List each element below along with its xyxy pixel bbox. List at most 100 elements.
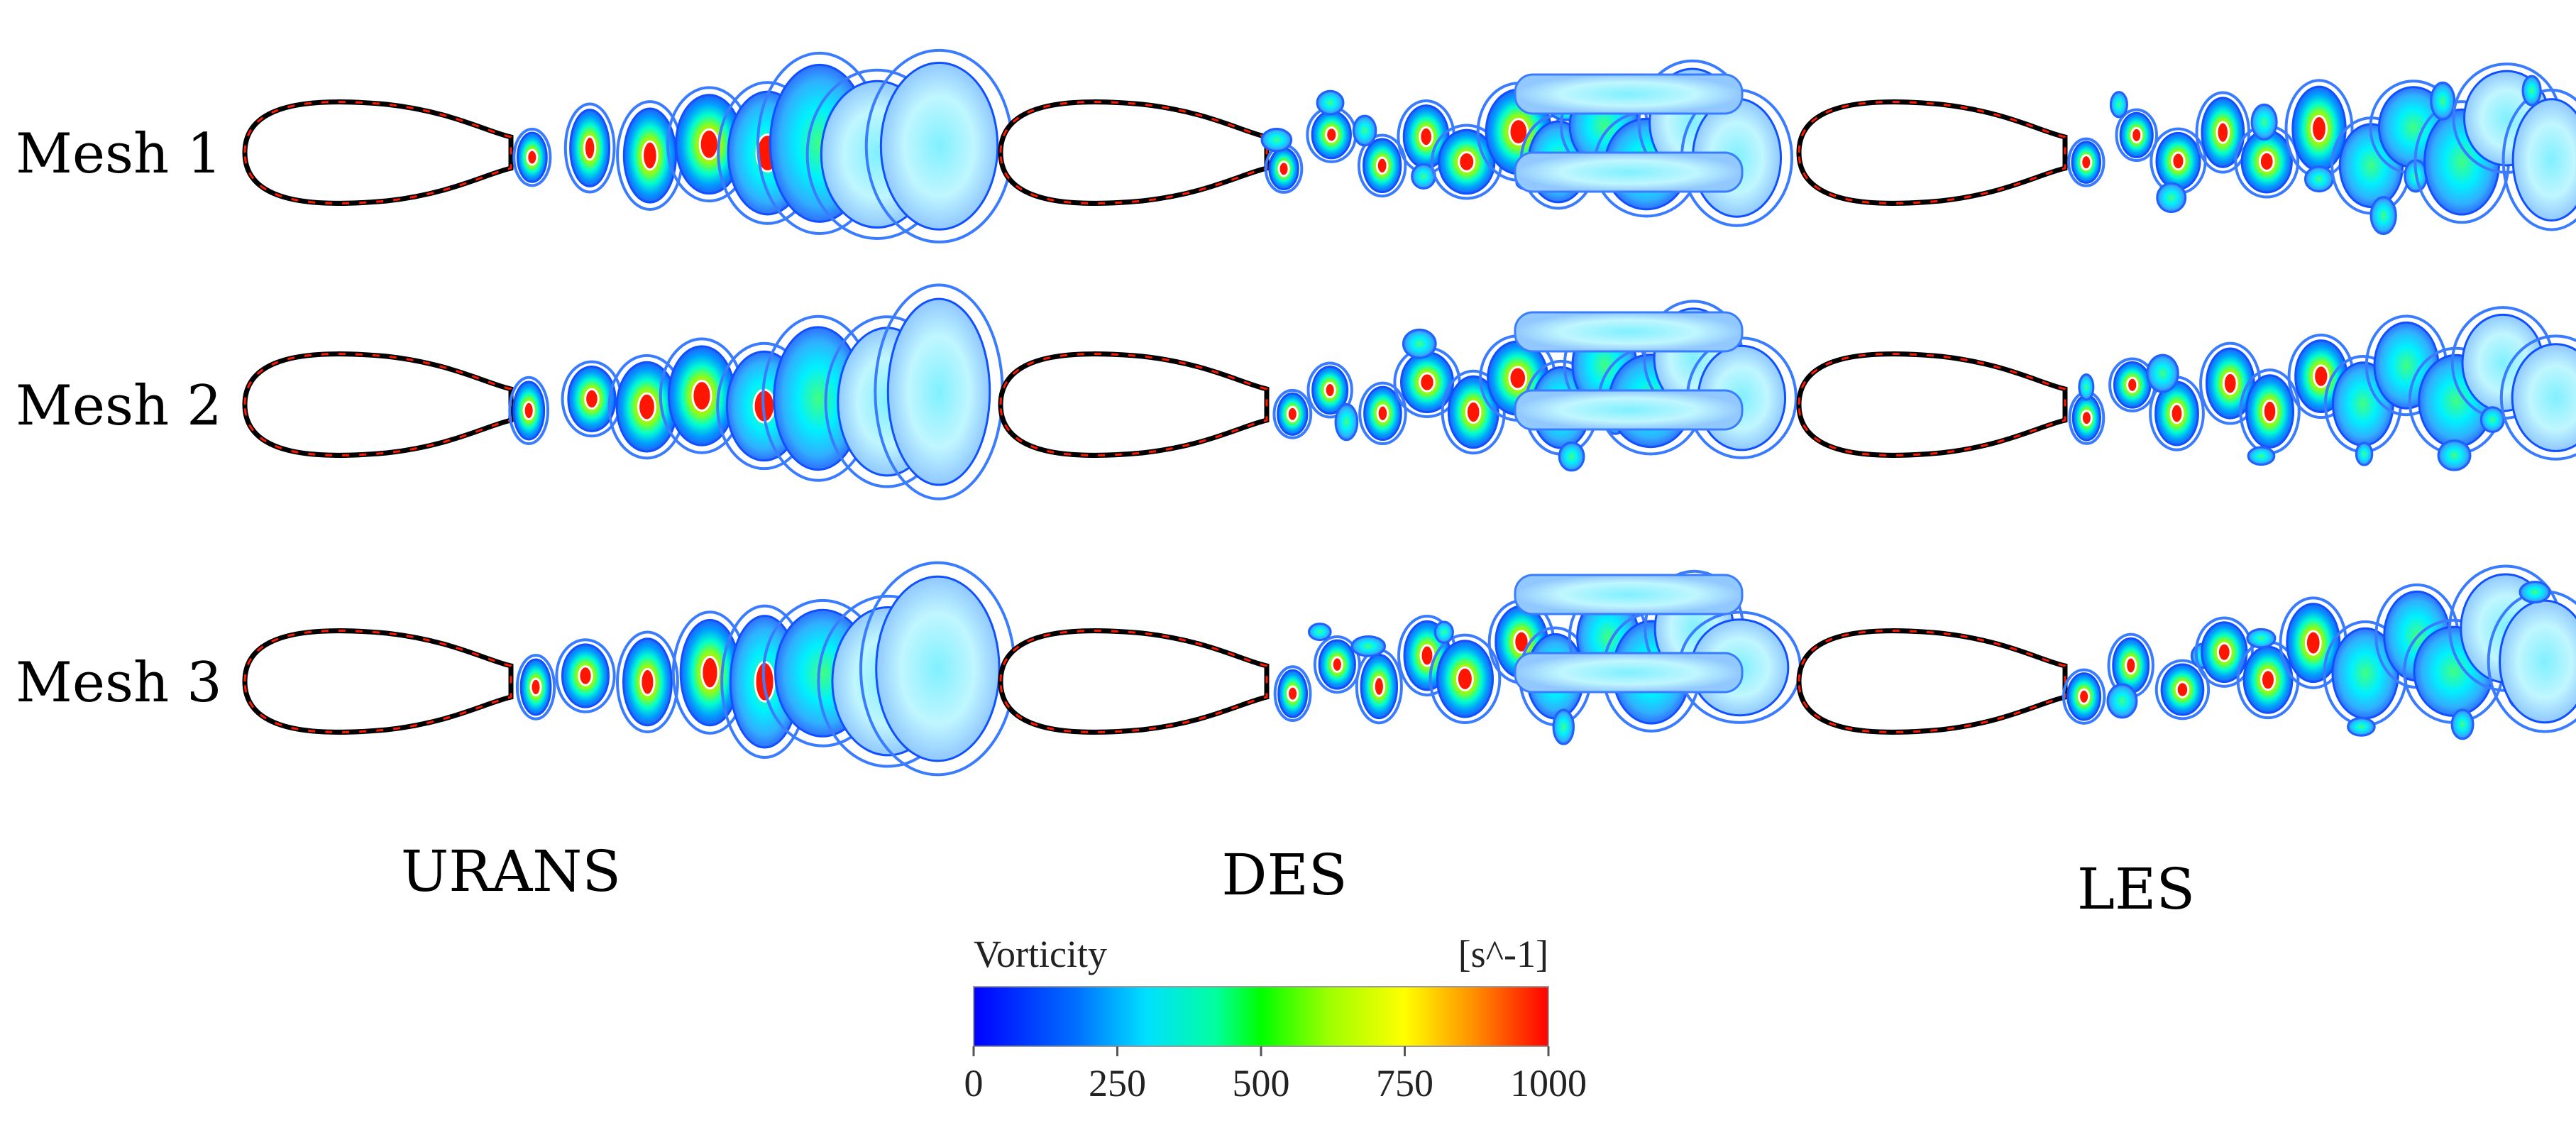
vortex-contour [2115, 108, 2158, 163]
vortex-peak [642, 140, 659, 171]
secondary-eddy [2250, 103, 2278, 141]
vortex-peak [1508, 366, 1528, 390]
far-wake-band [1514, 389, 1744, 431]
panel-des-mesh-3 [998, 569, 1802, 745]
vortex-contour [1272, 388, 1313, 439]
secondary-eddy [1307, 623, 1332, 642]
vortex-core [875, 575, 1001, 762]
vortex-peak [1513, 630, 1530, 654]
secondary-eddy [2347, 717, 2376, 737]
vortex-peak [2216, 642, 2232, 662]
vortex-peak [1458, 151, 1476, 172]
vortex-peak [1419, 644, 1435, 667]
airfoil [998, 351, 1270, 458]
vortex-peak [529, 677, 542, 697]
airfoil [1796, 628, 2068, 735]
panel-les-mesh-1 [1796, 62, 2576, 235]
vortex-contour [508, 376, 550, 446]
colorbar-tick-label: 250 [1089, 1062, 1146, 1105]
vortex-contour [2501, 88, 2576, 231]
vortex-peak [1323, 382, 1336, 399]
vortex-peak [639, 667, 656, 696]
vortex-peak [1277, 160, 1290, 177]
secondary-eddy [2519, 581, 2551, 604]
vortex-contour [2062, 668, 2106, 725]
airfoil [242, 628, 514, 735]
vortex-wake [1260, 59, 1794, 227]
vortex-wake [2062, 564, 2576, 740]
secondary-eddy [2156, 182, 2187, 214]
vortex-contour [2067, 137, 2106, 187]
airfoil-edge-vorticity [243, 101, 512, 204]
airfoil-edge-vorticity [1798, 630, 2066, 733]
colorbar-tick-label: 1000 [1510, 1062, 1587, 1105]
vortex-peak [522, 400, 535, 421]
airfoil [998, 99, 1270, 206]
far-wake-band [1514, 151, 1744, 193]
secondary-eddy [2303, 165, 2334, 193]
secondary-eddy [2430, 81, 2456, 121]
vortex-wake [508, 283, 1004, 500]
secondary-eddy [2437, 439, 2472, 471]
panel-des-mesh-1 [998, 59, 1794, 227]
vortex-peak [2258, 150, 2275, 172]
far-wake-band [1514, 311, 1744, 353]
vortex-peak [698, 128, 720, 160]
secondary-eddy [1402, 328, 1437, 359]
panel-urans-mesh-3 [242, 561, 1016, 777]
secondary-eddy [2146, 354, 2179, 393]
vortex-peak [2078, 688, 2091, 705]
panel-urans-mesh-2 [242, 283, 1004, 500]
airfoil [242, 351, 514, 458]
far-wake-band [1514, 73, 1744, 115]
vortex-peak [1465, 400, 1482, 424]
panel-urans-mesh-1 [242, 48, 1014, 243]
airfoil-edge-vorticity [1798, 353, 2066, 456]
panel-des-mesh-2 [998, 300, 1798, 472]
secondary-eddy [1350, 635, 1387, 657]
airfoil-edge-vorticity [243, 630, 512, 733]
airfoil-edge-vorticity [1798, 101, 2066, 204]
colorbar-tick-label: 500 [1233, 1062, 1290, 1105]
vortex-peak [1372, 676, 1385, 697]
vortex-core [879, 62, 999, 231]
vortex-peak [2304, 630, 2322, 656]
vortex-peak [2175, 681, 2190, 699]
secondary-eddy [2479, 406, 2505, 433]
vortex-contour [1357, 133, 1407, 198]
panel-les-mesh-3 [1796, 564, 2576, 740]
vortex-contour [515, 654, 556, 721]
vortex-peak [1325, 126, 1338, 143]
vortex-peak [2259, 669, 2276, 691]
column-label-urans: URANS [401, 838, 621, 904]
column-label-les: LES [2077, 856, 2195, 922]
vortex-peak [1331, 656, 1343, 673]
vortex-contour [1273, 665, 1312, 723]
secondary-eddy [2521, 75, 2542, 106]
vortex-peak [2125, 656, 2137, 675]
vortex-peak [1376, 404, 1389, 422]
vortex-contour [2499, 334, 2576, 461]
vortex-peak [2313, 364, 2330, 388]
secondary-eddy [2355, 442, 2374, 466]
colorbar-variable: Vorticity [974, 933, 1107, 975]
secondary-eddy [1316, 89, 1345, 116]
vortex-peak [2216, 121, 2230, 144]
secondary-eddy [2450, 708, 2475, 740]
airfoil-edge-vorticity [999, 101, 1268, 204]
row-label-mesh-2: Mesh 2 [16, 374, 222, 438]
secondary-eddy [2109, 91, 2128, 119]
vortex-contour [616, 630, 679, 733]
vortex-peak [2080, 154, 2093, 171]
panel-les-mesh-2 [1796, 306, 2576, 471]
colorbar-unit: [s^-1] [1458, 933, 1548, 975]
airfoil-edge-vorticity [999, 630, 1268, 733]
vortex-peak [700, 655, 720, 690]
vortex-wake [2067, 62, 2576, 235]
vortex-peak [578, 665, 593, 686]
colorbar-tick-label: 0 [964, 1062, 984, 1105]
vortex-peak [2169, 402, 2184, 424]
vortex-peak [1508, 118, 1529, 146]
vortex-core [2511, 98, 2576, 222]
